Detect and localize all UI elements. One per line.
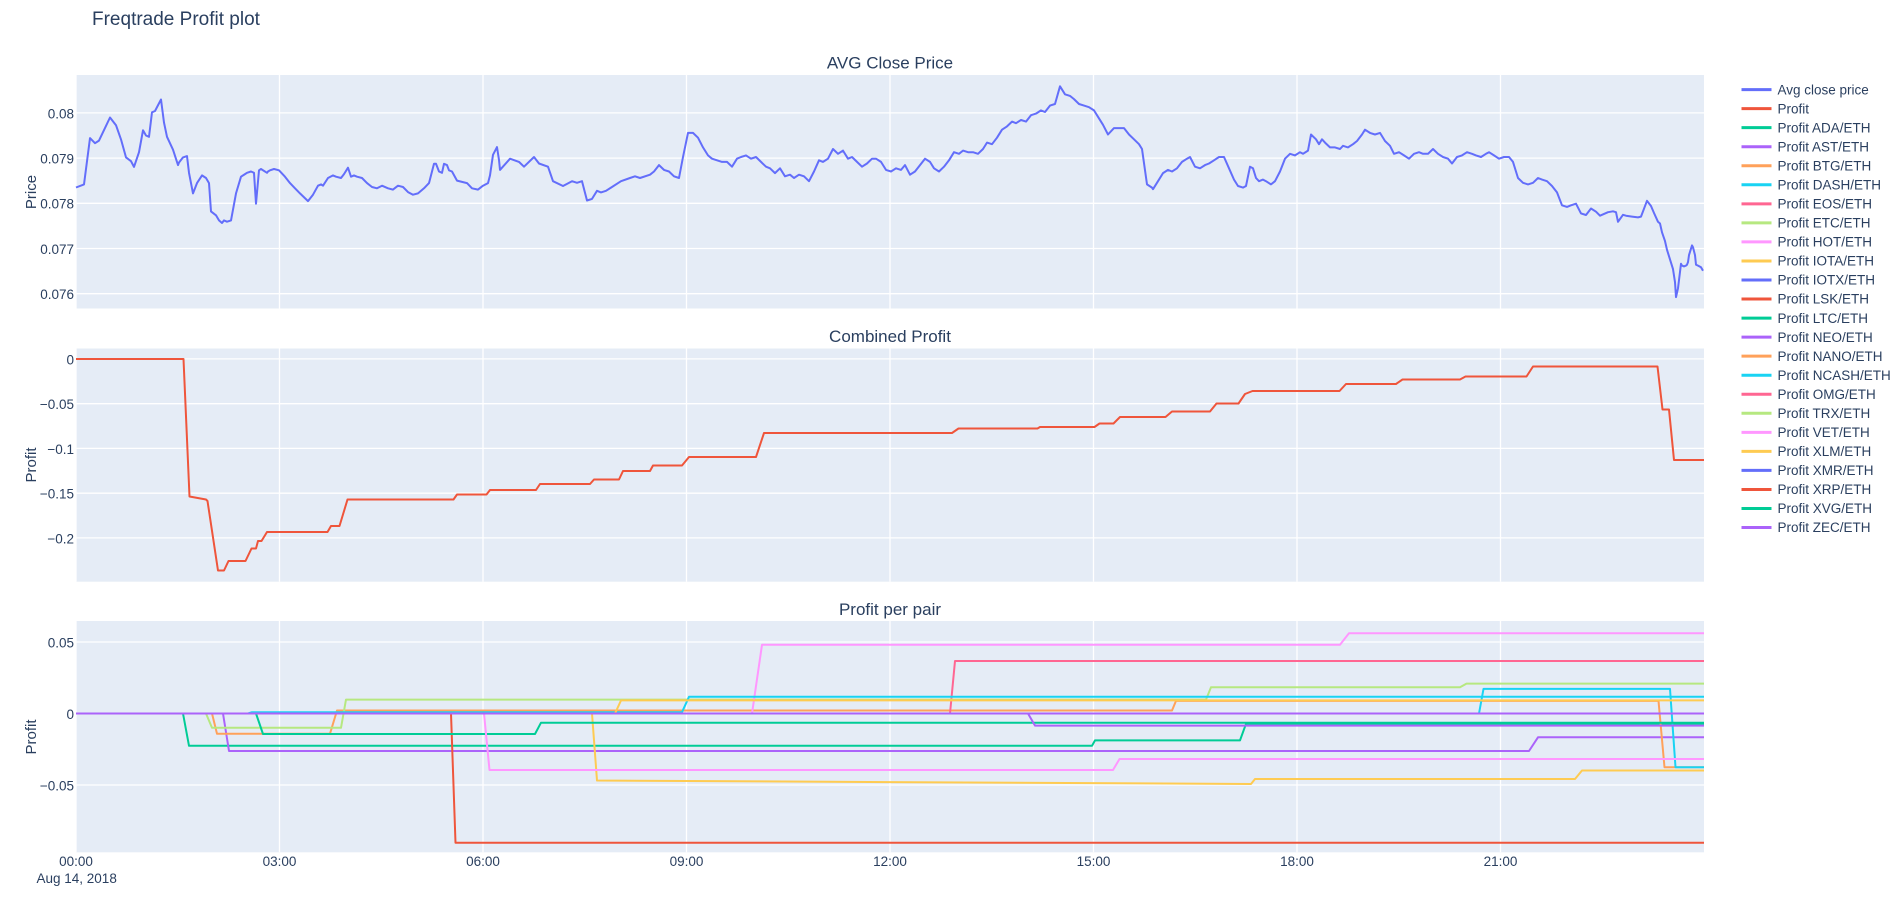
svg-text:0.05: 0.05 xyxy=(48,635,74,650)
svg-text:−0.05: −0.05 xyxy=(40,397,74,412)
svg-text:AVG Close Price: AVG Close Price xyxy=(827,54,953,73)
svg-text:03:00: 03:00 xyxy=(263,854,297,869)
svg-text:0.078: 0.078 xyxy=(40,197,74,212)
svg-text:Profit BTG/ETH: Profit BTG/ETH xyxy=(1778,158,1872,173)
svg-text:Profit EOS/ETH: Profit EOS/ETH xyxy=(1778,197,1873,212)
svg-text:Profit: Profit xyxy=(1778,101,1810,116)
svg-text:−0.2: −0.2 xyxy=(47,531,74,546)
svg-text:Profit per pair: Profit per pair xyxy=(839,600,941,619)
svg-text:00:00: 00:00 xyxy=(59,854,93,869)
svg-text:Combined Profit: Combined Profit xyxy=(829,327,951,346)
svg-text:Profit LSK/ETH: Profit LSK/ETH xyxy=(1778,292,1870,307)
svg-text:Profit AST/ETH: Profit AST/ETH xyxy=(1778,139,1870,154)
svg-text:Avg close price: Avg close price xyxy=(1778,82,1869,97)
svg-text:Profit NEO/ETH: Profit NEO/ETH xyxy=(1778,330,1873,345)
svg-text:Price: Price xyxy=(23,175,40,209)
svg-text:0.079: 0.079 xyxy=(40,152,74,167)
svg-text:−0.05: −0.05 xyxy=(40,778,74,793)
svg-text:Aug 14, 2018: Aug 14, 2018 xyxy=(37,871,117,886)
svg-text:15:00: 15:00 xyxy=(1077,854,1111,869)
svg-text:12:00: 12:00 xyxy=(873,854,907,869)
svg-text:Profit NCASH/ETH: Profit NCASH/ETH xyxy=(1778,368,1891,383)
svg-text:−0.15: −0.15 xyxy=(40,487,74,502)
svg-text:0.077: 0.077 xyxy=(40,242,74,257)
svg-text:0.076: 0.076 xyxy=(40,287,74,302)
svg-text:Profit ADA/ETH: Profit ADA/ETH xyxy=(1778,120,1871,135)
svg-text:Profit XRP/ETH: Profit XRP/ETH xyxy=(1778,482,1872,497)
svg-text:Profit LTC/ETH: Profit LTC/ETH xyxy=(1778,311,1869,326)
svg-text:Profit IOTA/ETH: Profit IOTA/ETH xyxy=(1778,254,1875,269)
svg-text:Profit DASH/ETH: Profit DASH/ETH xyxy=(1778,178,1882,193)
svg-text:Freqtrade Profit plot: Freqtrade Profit plot xyxy=(92,9,261,30)
svg-text:0: 0 xyxy=(66,707,74,722)
svg-text:06:00: 06:00 xyxy=(466,854,500,869)
svg-text:Profit HOT/ETH: Profit HOT/ETH xyxy=(1778,235,1873,250)
svg-text:Profit XMR/ETH: Profit XMR/ETH xyxy=(1778,463,1874,478)
svg-text:Profit VET/ETH: Profit VET/ETH xyxy=(1778,425,1870,440)
svg-text:Profit: Profit xyxy=(23,719,40,755)
svg-text:Profit XLM/ETH: Profit XLM/ETH xyxy=(1778,444,1872,459)
svg-text:21:00: 21:00 xyxy=(1484,854,1518,869)
svg-text:Profit: Profit xyxy=(23,447,40,483)
svg-text:Profit OMG/ETH: Profit OMG/ETH xyxy=(1778,387,1876,402)
svg-text:Profit NANO/ETH: Profit NANO/ETH xyxy=(1778,349,1883,364)
svg-text:18:00: 18:00 xyxy=(1280,854,1314,869)
svg-text:Profit IOTX/ETH: Profit IOTX/ETH xyxy=(1778,273,1876,288)
svg-text:0: 0 xyxy=(66,352,74,367)
svg-text:Profit ETC/ETH: Profit ETC/ETH xyxy=(1778,216,1871,231)
svg-text:0.08: 0.08 xyxy=(48,106,74,121)
svg-text:Profit XVG/ETH: Profit XVG/ETH xyxy=(1778,501,1873,516)
svg-text:Profit TRX/ETH: Profit TRX/ETH xyxy=(1778,406,1871,421)
svg-text:09:00: 09:00 xyxy=(670,854,704,869)
svg-text:Profit ZEC/ETH: Profit ZEC/ETH xyxy=(1778,520,1871,535)
svg-text:−0.1: −0.1 xyxy=(47,442,74,457)
